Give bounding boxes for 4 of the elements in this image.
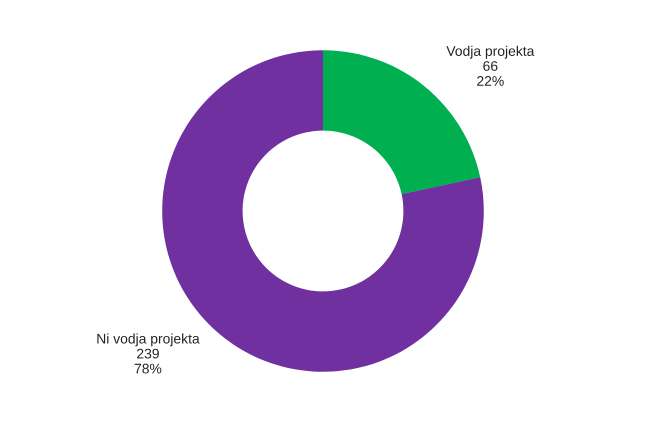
slice-label: Ni vodja projekta <box>97 333 200 346</box>
data-label: 66 22% <box>477 61 504 86</box>
slice-label: Vodja projekta <box>446 46 534 59</box>
data-label: 239 78% <box>134 348 162 374</box>
